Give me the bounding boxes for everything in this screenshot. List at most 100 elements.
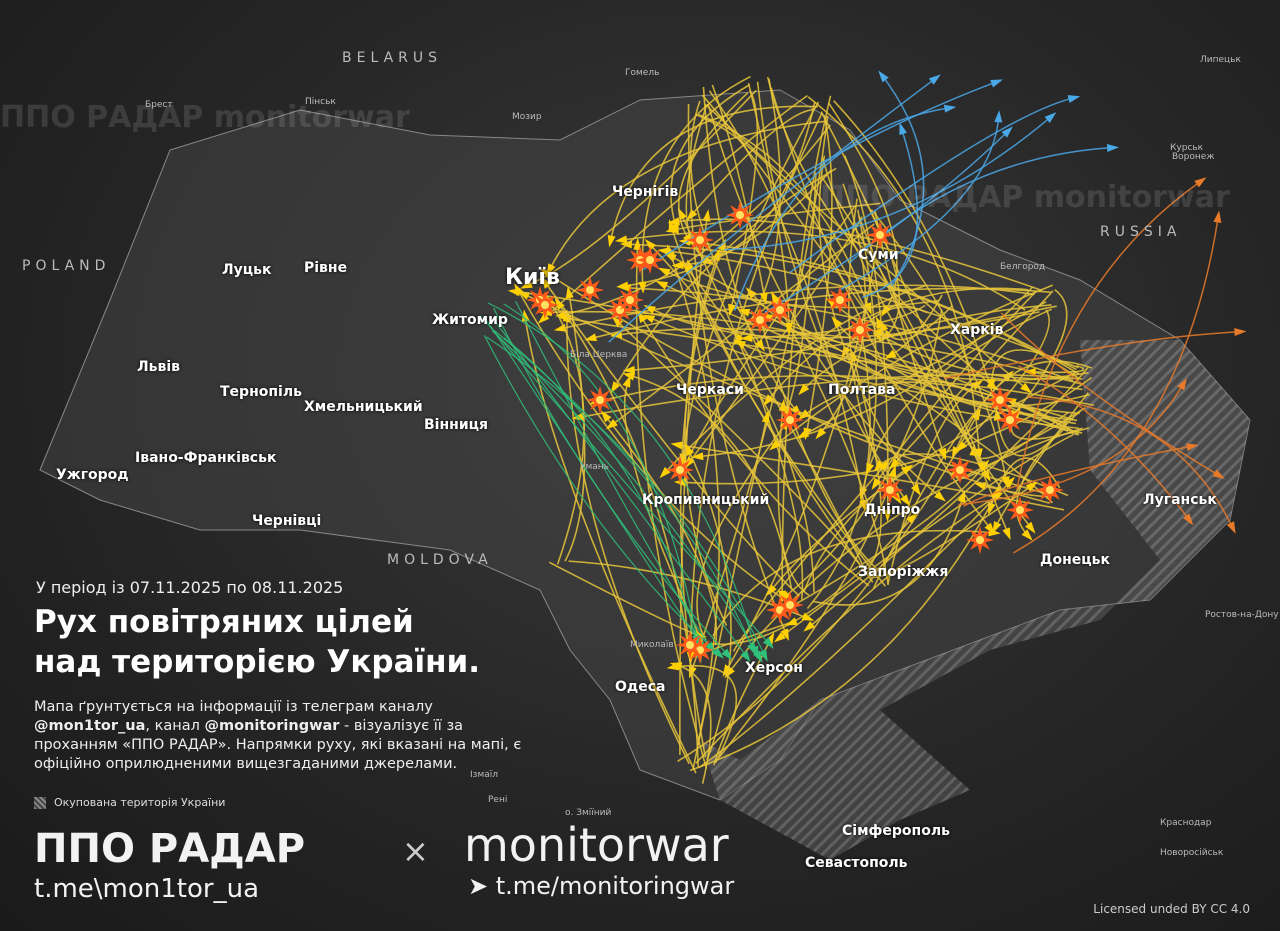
drone-arrow-icon [669, 662, 683, 671]
drone-track [689, 490, 999, 772]
drone-track [635, 243, 708, 769]
drone-track [821, 176, 1010, 535]
drone-arrow-icon [906, 512, 918, 525]
drone-track [729, 89, 759, 311]
city-label: Херсон [745, 660, 803, 676]
drone-arrow-icon [622, 365, 635, 374]
city-label: Вінниця [424, 417, 488, 433]
drone-track [778, 433, 1074, 640]
drone-arrow-icon [883, 509, 892, 522]
drone-arrow-icon [888, 465, 897, 478]
explosion-icon [946, 456, 974, 484]
missile-track [764, 130, 1010, 314]
drone-track [647, 316, 1080, 430]
explosion-icon [726, 201, 754, 229]
channel-handle: @mon1tor_ua [34, 718, 146, 734]
drone-arrow-icon [910, 483, 921, 496]
drone-track [727, 427, 1083, 675]
drone-track [688, 264, 874, 583]
drone-track [685, 267, 867, 572]
legend: Окупована територія України [34, 796, 225, 809]
drone-track [743, 310, 1069, 432]
drone-arrow-icon [785, 323, 794, 336]
missile-track [503, 303, 698, 642]
drone-arrow-icon [638, 281, 647, 294]
drone-track [812, 495, 964, 606]
drone-track [648, 307, 1040, 340]
drone-track [773, 296, 889, 585]
drone-arrow-icon [990, 79, 1003, 88]
drone-track [669, 254, 1054, 504]
drone-arrow-icon [1025, 521, 1036, 534]
drone-arrow-icon [642, 314, 656, 324]
drone-arrow-icon [773, 631, 786, 643]
drone-arrow-icon [541, 276, 552, 289]
drone-track [689, 108, 814, 217]
desc-text: - візуалізує її за проханням «ППО РАДАР»… [34, 718, 522, 772]
drone-track [848, 198, 899, 500]
drone-track [671, 202, 881, 232]
drone-track [889, 294, 943, 357]
drone-arrow-icon [554, 297, 565, 310]
drone-arrow-icon [1020, 382, 1032, 394]
drone-arrow-icon [644, 239, 657, 251]
telegram-link-left[interactable]: t.me\mon1tor_ua [34, 874, 259, 904]
place-label: Мозир [512, 112, 542, 122]
explosion-icon [1006, 496, 1034, 524]
description: Мапа ґрунтується на інформації із телегр… [34, 698, 534, 774]
drone-arrow-icon [981, 469, 991, 482]
explosion-icon [846, 316, 874, 344]
drone-track [620, 230, 1026, 311]
drone-track [566, 315, 690, 765]
drone-arrow-icon [611, 316, 624, 328]
drone-arrow-icon [737, 308, 751, 317]
drone-arrow-icon [1194, 177, 1207, 188]
drone-arrow-icon [540, 268, 553, 279]
missile-track [962, 445, 1193, 508]
explosion-icon [826, 286, 854, 314]
drone-arrow-icon [733, 340, 747, 349]
drone-arrow-icon [521, 309, 530, 322]
explosion-icon [986, 386, 1014, 414]
city-label: Одеса [615, 679, 666, 695]
drone-track [990, 349, 1077, 386]
drone-arrow-icon [884, 349, 897, 360]
drone-arrow-icon [992, 521, 1002, 534]
drone-arrow-icon [1212, 469, 1225, 480]
drone-track [867, 484, 1034, 579]
place-label: Ізмаїл [470, 770, 498, 780]
missile-track [608, 77, 937, 343]
brand-separator: × [402, 832, 429, 870]
city-label: Тернопіль [220, 384, 302, 400]
drone-track [639, 315, 870, 587]
place-label: Курськ [1170, 143, 1204, 153]
drone-track [577, 373, 1083, 419]
drone-track [557, 302, 699, 768]
drone-track [843, 155, 889, 516]
telegram-link-right[interactable]: ➤ t.me/monitoringwar [468, 872, 734, 900]
drone-track [802, 467, 909, 593]
city-label: Івано-Франківськ [135, 450, 277, 466]
missile-track [881, 74, 925, 287]
drone-arrow-icon [665, 225, 678, 234]
drone-track [697, 286, 1034, 458]
drone-arrow-icon [779, 590, 791, 602]
drone-arrow-icon [537, 312, 550, 324]
drone-track [543, 281, 800, 597]
explosion-icon [746, 306, 774, 334]
drone-arrow-icon [943, 104, 957, 113]
drone-arrow-icon [871, 477, 882, 491]
link-text: t.me/monitoringwar [495, 872, 735, 900]
explosion-icon [966, 526, 994, 554]
drone-track [684, 205, 856, 467]
city-label: Київ [505, 265, 560, 290]
missile-track [1026, 396, 1234, 529]
city-label: Донецьк [1040, 552, 1110, 568]
city-label: Запоріжжя [858, 564, 949, 580]
place-label: Ростов-на-Дону [1205, 610, 1279, 620]
drone-track [802, 381, 1068, 426]
drone-track [732, 463, 887, 652]
drone-track [679, 376, 1093, 485]
drone-track [676, 443, 1065, 511]
period: У період із 07.11.2025 по 08.11.2025 [36, 578, 344, 597]
